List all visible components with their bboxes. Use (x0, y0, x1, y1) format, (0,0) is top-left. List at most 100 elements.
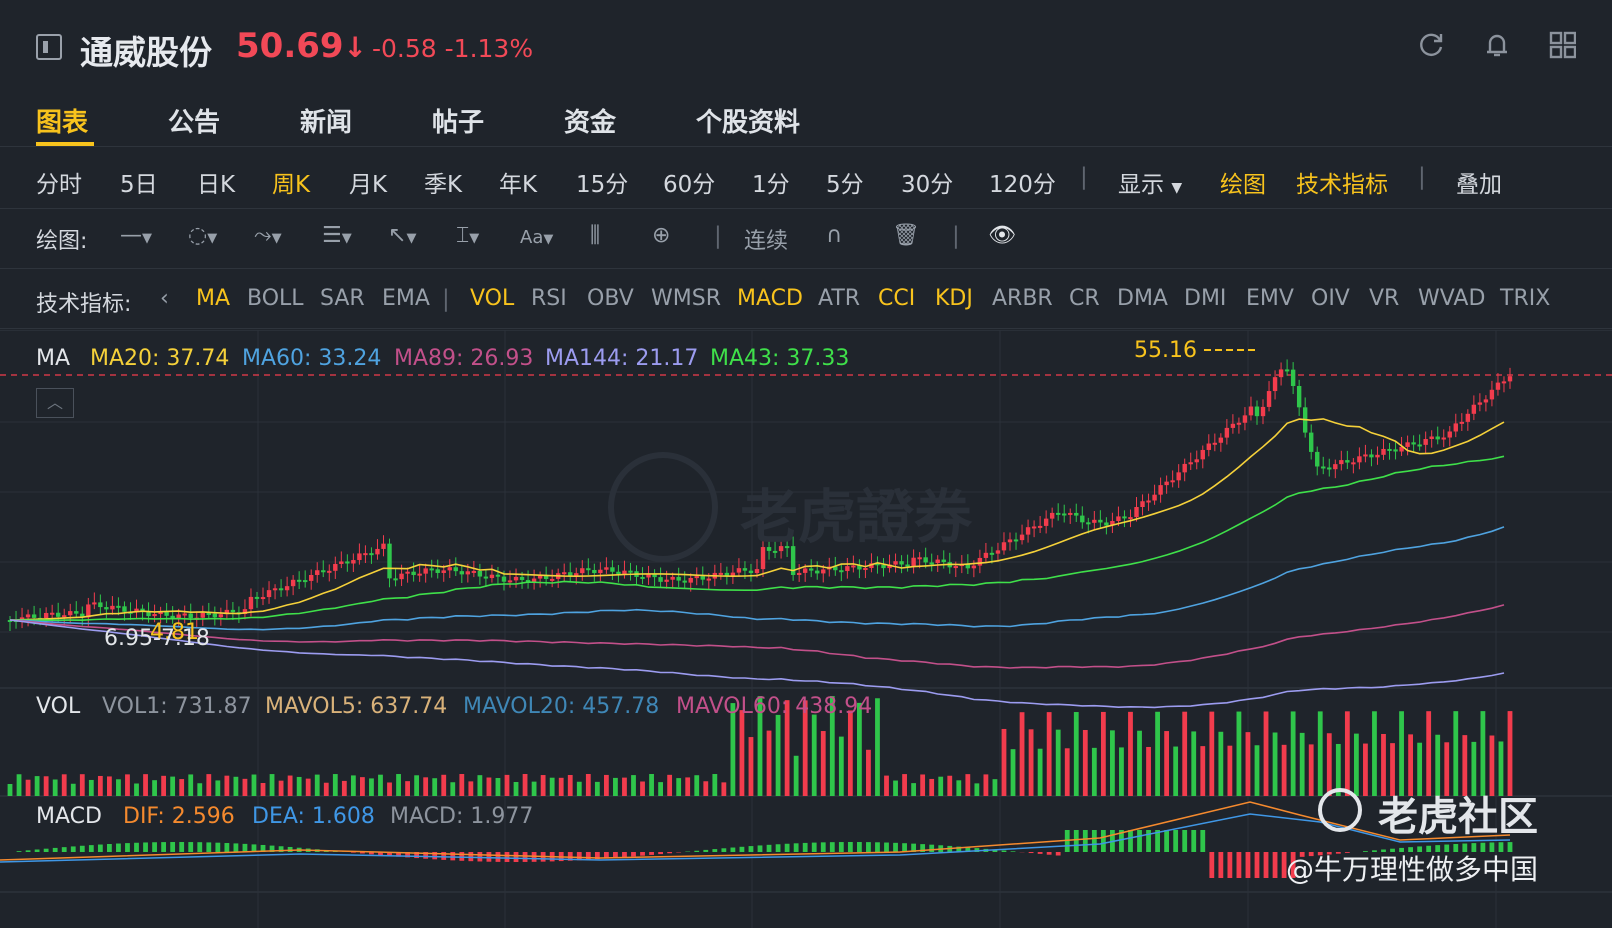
indicator-wvad[interactable]: WVAD (1418, 286, 1486, 311)
indicator-dmi[interactable]: DMI (1184, 286, 1227, 311)
volume-bar (667, 774, 673, 796)
period-5d[interactable]: 5日 (120, 172, 158, 198)
volume-bar (486, 777, 492, 796)
indicator-boll[interactable]: BOLL (247, 286, 304, 311)
draw-button[interactable]: 绘图 (1220, 172, 1266, 198)
bell-icon[interactable] (1482, 30, 1512, 60)
display-dropdown[interactable]: 显示 ▼ (1118, 172, 1183, 198)
indicator-oiv[interactable]: OIV (1311, 286, 1350, 311)
line-tool-icon[interactable]: —▼ (120, 223, 152, 248)
indicator-ema[interactable]: EMA (382, 286, 430, 311)
period-intraday[interactable]: 分时 (36, 172, 82, 198)
sidebar-toggle-icon[interactable] (36, 34, 62, 60)
candle-body (393, 578, 398, 581)
macd-bar (1028, 852, 1034, 854)
indicator-cr[interactable]: CR (1069, 286, 1100, 311)
indicator-wmsr[interactable]: WMSR (651, 286, 721, 311)
indicator-vr[interactable]: VR (1369, 286, 1400, 311)
candle-body (1074, 512, 1079, 516)
period-week[interactable]: 周K (272, 172, 311, 198)
eye-icon[interactable]: 👁 (988, 223, 1016, 248)
indicator-macd[interactable]: MACD (737, 286, 803, 311)
overlay-button[interactable]: 叠加 (1456, 172, 1502, 198)
period-quarter[interactable]: 季K (424, 172, 463, 198)
macd-bar (143, 842, 148, 852)
refresh-icon[interactable] (1416, 30, 1446, 60)
arrow-tool-icon[interactable]: ↖▼ (388, 223, 417, 248)
candle-body (387, 543, 392, 579)
macd-bar (1308, 852, 1314, 857)
fib-tool-icon[interactable]: ☰▼ (322, 223, 352, 248)
period-5m[interactable]: 5分 (826, 172, 864, 198)
macd-bar (188, 842, 194, 852)
period-30m[interactable]: 30分 (901, 172, 954, 198)
indicators-button[interactable]: 技术指标 (1296, 172, 1388, 198)
collapse-button[interactable]: ︿ (36, 388, 74, 418)
candle-body (1218, 437, 1224, 443)
zoom-in-icon[interactable]: ⊕ (652, 223, 671, 248)
tab-announcements[interactable]: 公告 (168, 108, 221, 138)
grid-icon[interactable] (1548, 30, 1576, 60)
tab-chart[interactable]: 图表 (36, 108, 89, 138)
indicator-trix[interactable]: TRIX (1500, 286, 1551, 311)
indicator-sar[interactable]: SAR (320, 286, 365, 311)
volume-bar (441, 774, 447, 796)
macd-bar (1281, 852, 1287, 878)
period-1m[interactable]: 1分 (752, 172, 790, 198)
tab-profile[interactable]: 个股资料 (696, 108, 801, 138)
stock-name: 通威股份 (80, 33, 212, 72)
indicator-vol[interactable]: VOL (470, 286, 515, 311)
text-tool-icon[interactable]: Aa▼ (520, 227, 554, 248)
candle-body (586, 568, 591, 571)
indicator-emv[interactable]: EMV (1246, 286, 1294, 311)
indicator-kdj[interactable]: KDJ (935, 286, 973, 311)
indicator-obv[interactable]: OBV (587, 286, 634, 311)
stock-chart[interactable] (0, 330, 1612, 928)
tab-funds[interactable]: 资金 (564, 108, 617, 138)
volume-bar (1480, 711, 1486, 796)
volume-bar (875, 698, 880, 796)
volume-bar (350, 775, 356, 796)
vol-legend-item: MAVOL20: 457.78 (463, 694, 660, 719)
candle-body (1019, 534, 1025, 541)
volume-bar (685, 777, 691, 796)
indicator-arbr[interactable]: ARBR (992, 286, 1053, 311)
candle-body (543, 575, 549, 580)
candle-body (116, 605, 121, 608)
volume-bar (838, 736, 844, 796)
continuous-toggle[interactable]: 连续 (744, 229, 789, 254)
candle-body (682, 580, 687, 583)
wave-tool-icon[interactable]: ⤳▼ (254, 223, 282, 248)
macd-bar (884, 842, 889, 852)
chevron-left-icon[interactable]: ‹ (160, 286, 169, 311)
measure-tool-icon[interactable]: ⌶▼ (456, 223, 480, 248)
circle-tool-icon[interactable]: ◌▼ (188, 223, 218, 248)
volume-bar (576, 781, 582, 796)
indicator-rsi[interactable]: RSI (531, 286, 567, 311)
candle-body (1043, 518, 1049, 526)
macd-bar (622, 852, 627, 858)
volume-bar (43, 776, 49, 796)
bars-tool-icon[interactable]: ⫼ (590, 223, 601, 248)
period-15m[interactable]: 15分 (576, 172, 629, 198)
trash-icon[interactable]: 🗑 (892, 223, 920, 248)
period-60m[interactable]: 60分 (663, 172, 716, 198)
tab-news[interactable]: 新闻 (300, 108, 353, 138)
period-year[interactable]: 年K (499, 172, 538, 198)
period-month[interactable]: 月K (349, 172, 388, 198)
magnet-icon[interactable]: ∩ (826, 223, 843, 248)
candle-body (104, 607, 109, 610)
period-120m[interactable]: 120分 (989, 172, 1056, 198)
indicator-ma[interactable]: MA (196, 286, 231, 311)
macd-bar (1426, 845, 1432, 852)
volume-bar (748, 737, 754, 796)
candle-body (309, 574, 314, 581)
indicator-cci[interactable]: CCI (878, 286, 916, 311)
indicator-dma[interactable]: DMA (1117, 286, 1168, 311)
volume-bar (278, 780, 284, 796)
tab-posts[interactable]: 帖子 (432, 108, 485, 138)
macd-bar (269, 845, 275, 852)
indicator-atr[interactable]: ATR (818, 286, 861, 311)
volume-bar (513, 781, 519, 796)
period-day[interactable]: 日K (197, 172, 236, 198)
